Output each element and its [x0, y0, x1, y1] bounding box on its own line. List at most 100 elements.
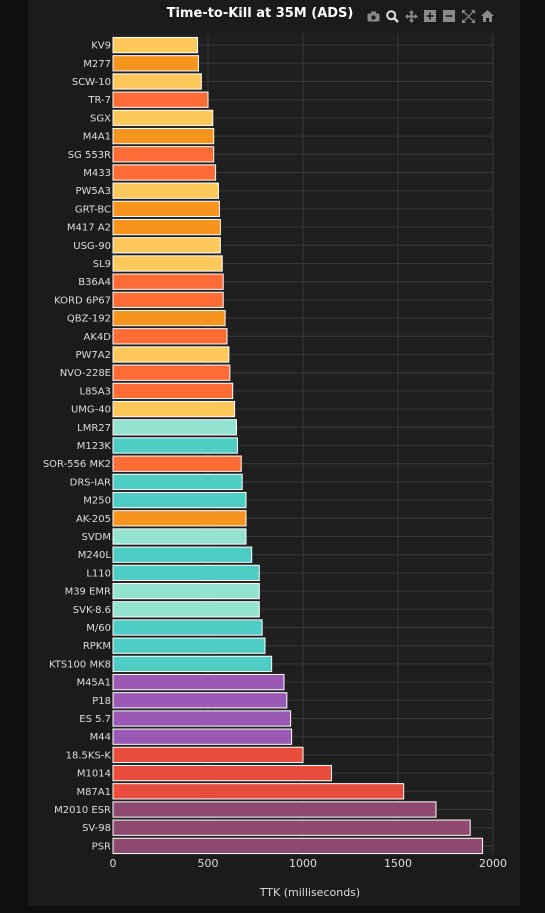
bar-18-5ks-k	[112, 746, 304, 764]
y-tick-label: M240L	[78, 550, 112, 561]
bar-nvo-228e	[112, 364, 231, 381]
y-tick-label: M39 EMR	[65, 587, 111, 598]
y-tick-label: SCW-10	[72, 77, 111, 88]
y-tick-label: M2010 ESR	[54, 805, 111, 816]
x-tick-label: 2000	[479, 857, 507, 870]
bar-kv9	[112, 36, 199, 54]
y-tick-label: PW7A2	[76, 350, 111, 361]
bar-m277	[112, 55, 199, 72]
bar-usg-90	[112, 237, 221, 254]
y-tick-label: QBZ-192	[67, 314, 111, 325]
y-tick-label: M417 A2	[67, 223, 111, 234]
bar-l110	[112, 564, 260, 582]
bar-m250	[112, 491, 247, 509]
bar-m44	[112, 728, 293, 745]
bar-ak-205	[112, 510, 247, 527]
bar-m4a1	[112, 127, 215, 145]
bar-tr-7	[112, 91, 209, 108]
bar-m433	[112, 164, 217, 181]
modebar	[366, 8, 499, 24]
y-tick-label: NVO-228E	[60, 368, 111, 379]
y-tick-label: M1014	[77, 769, 111, 780]
y-tick-label: M433	[83, 168, 111, 179]
y-tick-labels: KV9 M277 SCW-10 TR-7 SGX M4A1 SG 553R M433 PW5A3…	[43, 41, 112, 853]
bar-m1014	[112, 764, 332, 782]
bar-ak4d	[112, 328, 228, 345]
bar-m-60	[112, 619, 263, 636]
bar-sl9	[112, 255, 223, 272]
y-tick-label: L85A3	[80, 386, 112, 397]
y-tick-label: SOR-556 MK2	[43, 459, 111, 470]
bar-sg-553r	[112, 146, 215, 163]
y-tick-label: M123K	[77, 441, 112, 452]
bar-m2010-esr	[112, 801, 437, 818]
y-tick-label: SGX	[90, 113, 111, 124]
bar-svk-8-6	[112, 601, 260, 618]
y-tick-label: AK-205	[76, 514, 111, 525]
y-tick-label: SVDM	[81, 532, 111, 543]
x-tick-label: 500	[198, 857, 219, 870]
bar-pw7a2	[112, 346, 230, 363]
autoscale-icon[interactable]	[461, 9, 475, 23]
y-tick-label: 18.5KS-K	[66, 750, 112, 761]
y-tick-label: GRT-BC	[75, 204, 111, 215]
bar-pw5a3	[112, 182, 219, 199]
bar-kts100-mk8	[112, 655, 273, 673]
y-tick-label: UMG-40	[71, 405, 111, 416]
y-tick-label: M45A1	[76, 678, 111, 689]
y-tick-label: SG 553R	[68, 150, 111, 161]
reset-axes-icon[interactable]	[480, 9, 494, 23]
bar-kord-6p67	[112, 291, 224, 309]
bar-m45a1	[112, 673, 285, 691]
bar-umg-40	[112, 400, 236, 418]
pan-icon[interactable]	[404, 9, 418, 23]
chart-title: Time-to-Kill at 35M (ADS)	[166, 6, 354, 21]
y-tick-label: ES 5.7	[79, 714, 111, 725]
bar-sgx	[112, 109, 214, 127]
bar-psr	[112, 837, 484, 855]
y-tick-label: KV9	[91, 41, 111, 52]
bar-p18	[112, 692, 288, 709]
bar-sor-556-mk2	[112, 455, 242, 472]
y-tick-label: B36A4	[78, 277, 111, 288]
bar-m417-a2	[112, 218, 221, 236]
bars	[112, 36, 484, 855]
bar-b36a4	[112, 273, 224, 290]
x-tick-label: 1500	[384, 857, 412, 870]
y-tick-label: L110	[86, 568, 111, 579]
bar-drs-iar	[112, 473, 243, 491]
bar-m87a1	[112, 783, 405, 800]
bar-m240l	[112, 546, 253, 563]
zoom-icon[interactable]	[385, 9, 399, 23]
bar-sv-98	[112, 819, 471, 836]
y-tick-label: M/60	[86, 623, 111, 634]
zoom-out-icon[interactable]	[442, 9, 456, 23]
bar-es-5-7	[112, 710, 292, 727]
y-tick-label: P18	[92, 696, 111, 707]
x-tick-labels: 0 500 1000 1500 2000	[110, 857, 508, 870]
bar-grt-bc	[112, 200, 220, 218]
y-tick-label: RPKM	[83, 641, 111, 652]
x-tick-label: 1000	[289, 857, 317, 870]
y-tick-label: PW5A3	[76, 186, 111, 197]
bar-m39-emr	[112, 582, 260, 600]
x-tick-label: 0	[110, 857, 117, 870]
bar-scw-10	[112, 73, 202, 90]
bar-lmr27	[112, 419, 237, 436]
zoom-in-icon[interactable]	[423, 9, 437, 23]
y-tick-label: M277	[83, 59, 111, 70]
bar-rpkm	[112, 637, 266, 654]
y-tick-label: DRS-IAR	[70, 477, 111, 488]
y-tick-label: USG-90	[73, 241, 111, 252]
bar-svdm	[112, 528, 247, 545]
y-tick-label: KORD 6P67	[54, 295, 111, 306]
y-tick-label: KTS100 MK8	[49, 659, 111, 670]
x-axis-label: TTK (milliseconds)	[259, 886, 361, 899]
y-tick-label: M87A1	[76, 787, 111, 798]
y-tick-label: SVK-8.6	[73, 605, 111, 616]
y-tick-label: SV-98	[82, 823, 111, 834]
y-tick-label: M250	[83, 496, 111, 507]
bar-m123k	[112, 437, 238, 454]
camera-icon[interactable]	[366, 9, 380, 23]
